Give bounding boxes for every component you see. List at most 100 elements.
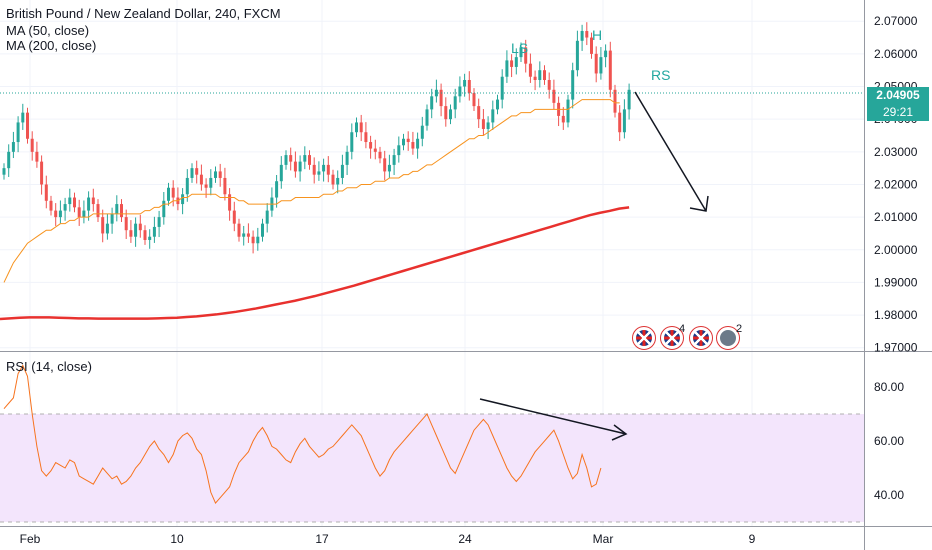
candle-body: [63, 204, 67, 211]
candle-body: [181, 194, 185, 205]
ma50-line: [3, 99, 620, 283]
trend-arrow-price[interactable]: [634, 91, 709, 212]
price-tick-label: 2.06000: [874, 47, 918, 61]
candle-body: [533, 76, 537, 80]
candle-body: [129, 230, 133, 237]
ma50-legend[interactable]: MA (50, close): [6, 23, 90, 38]
candle-body: [561, 115, 565, 123]
candle-body: [237, 223, 241, 237]
candle-body: [312, 164, 316, 175]
candle-body: [585, 31, 589, 38]
candle-body: [7, 151, 11, 169]
annotation-h[interactable]: H: [592, 27, 603, 43]
candle-body: [538, 70, 542, 80]
candle-body: [528, 63, 532, 77]
candle-body: [496, 99, 499, 110]
candle-body: [120, 204, 123, 218]
candle-body: [261, 223, 264, 237]
chart-title[interactable]: British Pound / New Zealand Dollar, 240,…: [6, 6, 281, 21]
last-price-label: 2.04905: [867, 87, 929, 104]
news-globe-icon[interactable]: [716, 326, 740, 350]
price-tick-label: 2.00000: [874, 243, 918, 257]
rsi-axis[interactable]: 80.00 60.00 40.00: [874, 380, 904, 502]
candle-body: [373, 148, 377, 152]
price-tick-label: 1.98000: [874, 308, 918, 322]
price-axis[interactable]: 2.070002.060002.050002.040002.030002.020…: [874, 14, 918, 355]
candle-body: [627, 89, 631, 110]
candle-body: [477, 106, 481, 120]
candle-body: [143, 230, 147, 240]
candle-body: [49, 200, 53, 211]
candle-body: [11, 142, 15, 152]
candle-body: [87, 197, 91, 211]
candle-body: [604, 50, 608, 58]
candle-body: [618, 112, 622, 133]
candle-body: [199, 174, 203, 185]
annotation-ls[interactable]: LS: [511, 40, 529, 56]
candle-body: [571, 70, 575, 100]
candle-body: [157, 217, 161, 227]
candle-body: [204, 184, 208, 188]
candle-body: [355, 122, 358, 133]
candle-body: [284, 155, 288, 165]
candle-body: [73, 197, 76, 208]
candle-body: [138, 223, 142, 231]
candle-body: [223, 177, 227, 195]
news-flag-icon[interactable]: [689, 326, 713, 350]
candle-body: [439, 89, 443, 107]
candle-body: [326, 164, 330, 175]
candle-body: [505, 60, 509, 77]
time-tick-label: 17: [315, 532, 329, 546]
candle-body: [251, 236, 255, 244]
candle-body: [359, 122, 363, 133]
rsi-legend[interactable]: RSI (14, close): [6, 359, 92, 374]
candle-body: [195, 168, 199, 175]
candle-body: [387, 164, 391, 172]
candle-body: [115, 204, 119, 214]
candle-body: [152, 226, 156, 237]
candle-body: [242, 233, 246, 237]
candle-body: [279, 164, 283, 182]
candle-body: [590, 37, 593, 54]
candle-body: [599, 57, 603, 74]
ma200-legend[interactable]: MA (200, close): [6, 38, 97, 53]
candle-body: [16, 122, 20, 143]
candle-body: [26, 112, 29, 139]
candle-body: [246, 233, 250, 237]
candle-body: [40, 161, 44, 185]
rsi-band: [0, 414, 864, 522]
ma200-line: [0, 206, 630, 321]
candle-body: [547, 79, 551, 90]
price-tick-label: 2.02000: [874, 177, 918, 191]
news-count-b: 2: [736, 323, 743, 335]
time-tick-label: Mar: [593, 532, 614, 546]
candle-body: [30, 138, 34, 152]
time-axis[interactable]: Feb 10 17 24 Mar 9: [20, 532, 756, 546]
candle-body: [167, 187, 170, 201]
news-flag-icon[interactable]: [632, 326, 656, 350]
candle-body: [425, 109, 429, 126]
candle-body: [185, 177, 189, 195]
candle-body: [566, 99, 570, 123]
price-tick-label: 1.99000: [874, 275, 918, 289]
candle-body: [308, 155, 311, 165]
candle-body: [303, 155, 307, 162]
candle-body: [228, 194, 232, 211]
candle-body: [350, 132, 354, 152]
candle-body: [411, 142, 415, 149]
trend-arrow-rsi[interactable]: [479, 398, 628, 441]
annotation-rs[interactable]: RS: [651, 67, 671, 83]
candle-body: [552, 89, 556, 103]
candle-body: [575, 40, 579, 71]
time-tick-label: 9: [749, 532, 756, 546]
candle-body: [453, 96, 457, 110]
news-flag-icon[interactable]: [660, 326, 684, 350]
time-tick-label: Feb: [20, 532, 41, 546]
candle-body: [209, 177, 213, 188]
rsi-line: [3, 364, 602, 504]
price-tick-label: 2.01000: [874, 210, 918, 224]
candle-body: [2, 168, 6, 175]
candle-body: [336, 177, 340, 185]
candle-body: [190, 168, 194, 178]
